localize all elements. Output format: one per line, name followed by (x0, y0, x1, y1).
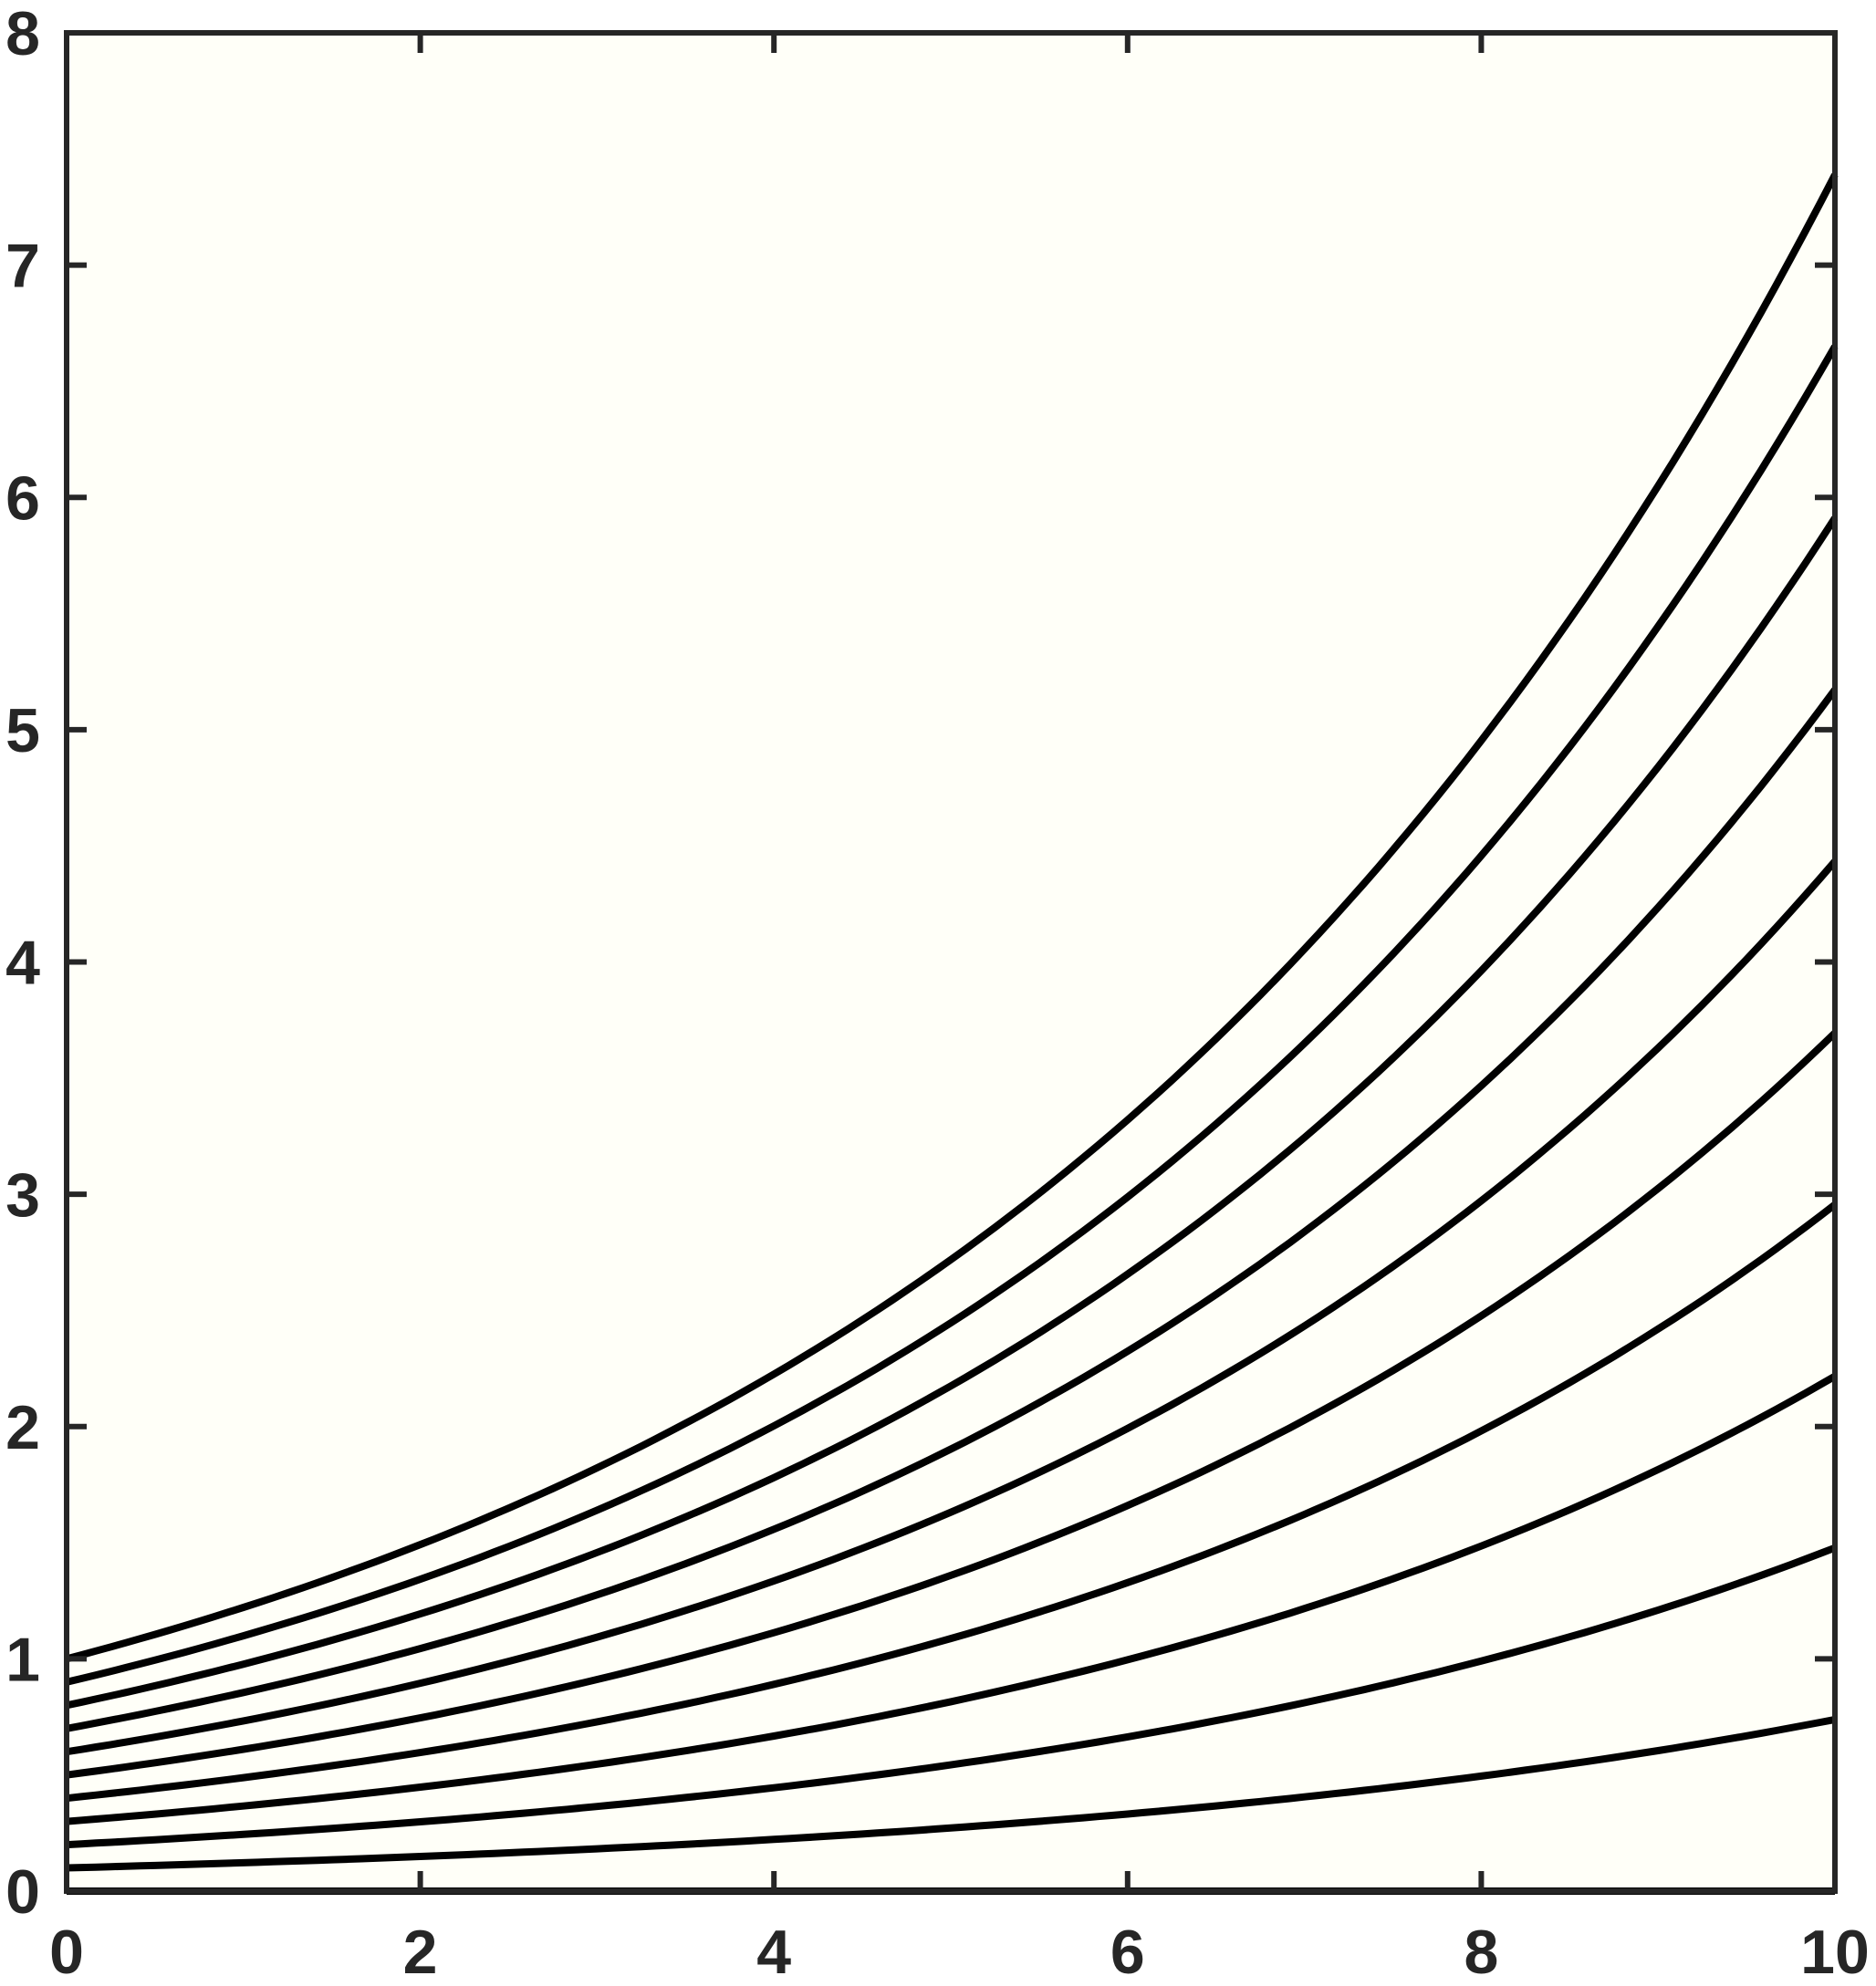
y-tick-label-1: 1 (5, 1625, 40, 1694)
x-tick-label-0: 0 (49, 1918, 84, 1986)
series-line-9 (66, 344, 1839, 1686)
series-line-6 (66, 858, 1839, 1756)
series-layer (65, 172, 1839, 1895)
y-tick-label-3: 3 (5, 1160, 40, 1230)
series-line-10 (65, 172, 1839, 1663)
y-tick-label-0: 0 (5, 1857, 40, 1927)
y-tick-label-4: 4 (5, 929, 40, 998)
series-line-8 (66, 515, 1839, 1710)
tick-layer (64, 30, 1838, 1894)
series-line-5 (66, 1030, 1838, 1779)
series-line-3 (66, 1373, 1837, 1825)
plot-background (67, 33, 1835, 1891)
y-tick-label-7: 7 (5, 232, 40, 301)
x-tick-label-4: 8 (1464, 1918, 1498, 1986)
x-tick-label-5: 10 (1800, 1918, 1870, 1986)
y-tick-label-5: 5 (5, 696, 40, 765)
x-tick-label-2: 4 (756, 1918, 791, 1986)
series-line-2 (66, 1544, 1837, 1849)
label-layer: 0 2 4 6 8 10 0 1 2 3 4 5 6 7 8 (5, 0, 1870, 1986)
y-tick-label-8: 8 (5, 0, 40, 68)
y-tick-label-6: 6 (5, 463, 40, 533)
x-tick-label-1: 2 (403, 1918, 438, 1986)
series-line-7 (66, 687, 1839, 1732)
series-line-1 (66, 1715, 1836, 1872)
series-line-4 (66, 1201, 1838, 1803)
x-tick-label-3: 6 (1110, 1918, 1145, 1986)
y-tick-label-2: 2 (5, 1393, 40, 1462)
